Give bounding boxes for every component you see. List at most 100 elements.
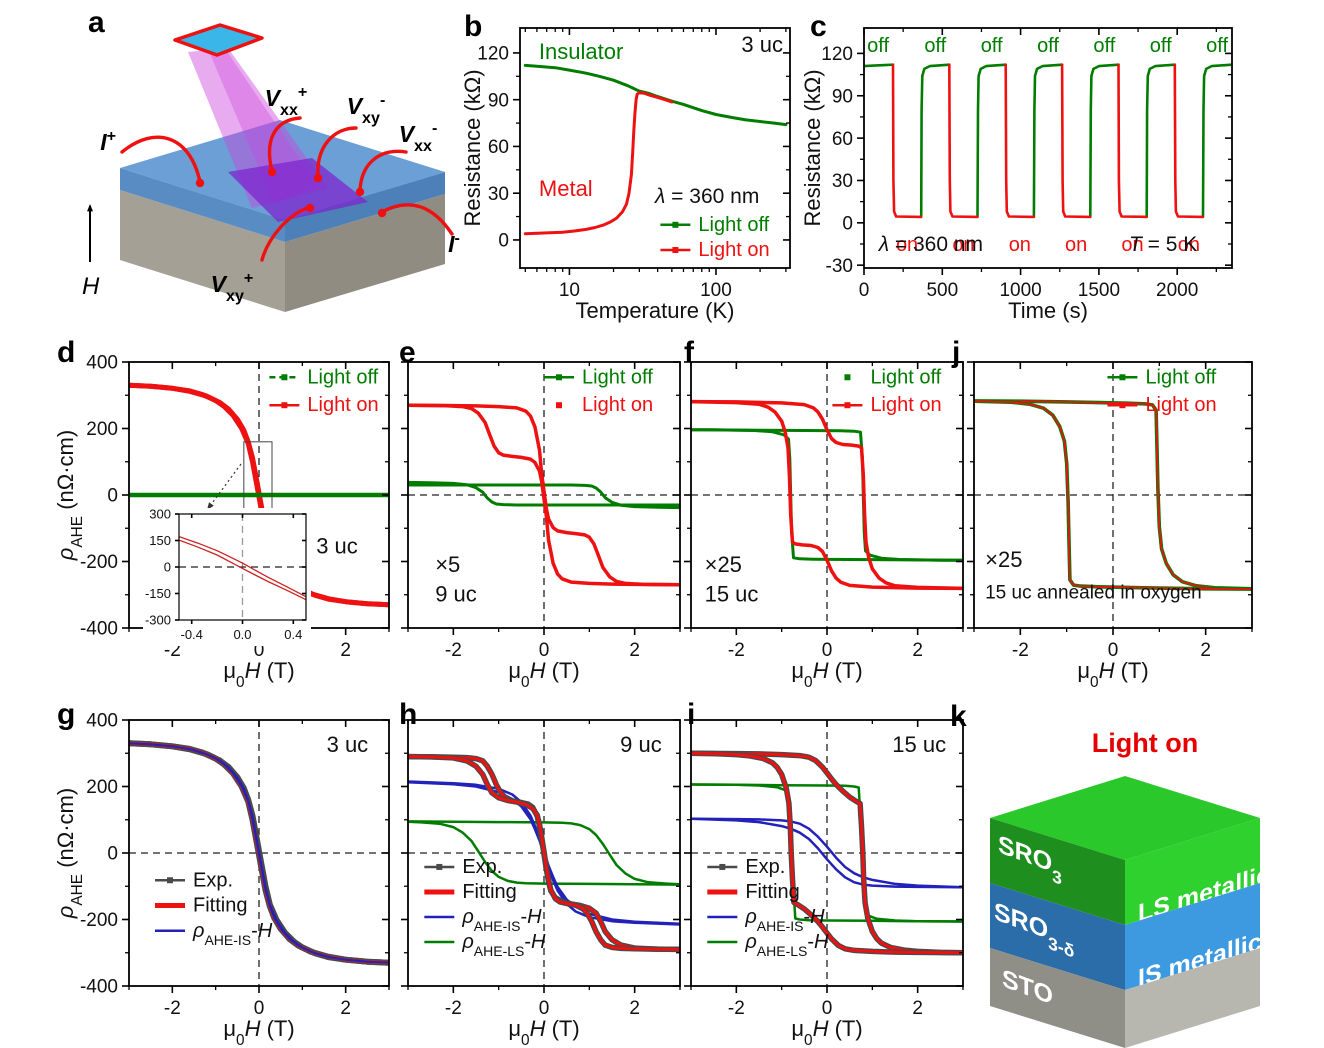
svg-text:Temperature (K): Temperature (K) — [576, 298, 735, 323]
svg-text:ρAHE (nΩ·cm): ρAHE (nΩ·cm) — [53, 788, 86, 919]
svg-text:0: 0 — [859, 280, 870, 301]
svg-text:ρAHE-LS-H: ρAHE-LS-H — [744, 931, 829, 959]
svg-text:-200: -200 — [80, 910, 118, 931]
svg-text:Light on: Light on — [1092, 728, 1198, 758]
svg-text:1000: 1000 — [999, 280, 1041, 301]
svg-text:Vxx-: Vxx- — [399, 119, 438, 155]
svg-text:Light off: Light off — [1145, 366, 1216, 388]
svg-text:2: 2 — [912, 998, 923, 1019]
svg-text:2: 2 — [340, 640, 351, 661]
svg-text:μ0H (T): μ0H (T) — [1077, 658, 1148, 691]
svg-text:Metal: Metal — [539, 176, 593, 201]
svg-text:off: off — [1206, 35, 1228, 57]
svg-text:Light on: Light on — [698, 239, 769, 261]
svg-text:on: on — [952, 234, 974, 256]
svg-text:15 uc annealed in oxygen: 15 uc annealed in oxygen — [985, 583, 1202, 604]
svg-text:0: 0 — [539, 640, 550, 661]
svg-text:Exp.: Exp. — [745, 856, 785, 878]
svg-text:9 uc: 9 uc — [435, 581, 477, 606]
svg-text:μ0H (T): μ0H (T) — [508, 1016, 579, 1048]
panel-i-chart: -2 0 2 μ0H (T) 15 uc Exp. Fitting ρAHE-IS-HρAHE… — [684, 719, 964, 1048]
svg-text:9 uc: 9 uc — [620, 732, 662, 757]
svg-text:-300: -300 — [145, 613, 171, 628]
panel-f-label: f — [684, 336, 694, 369]
svg-text:×5: ×5 — [435, 552, 460, 577]
svg-text:Vxx+: Vxx+ — [265, 83, 308, 119]
svg-text:30: 30 — [488, 184, 509, 205]
svg-text:-2: -2 — [164, 998, 181, 1019]
svg-text:120: 120 — [821, 44, 853, 65]
svg-text:-2: -2 — [728, 640, 745, 661]
svg-text:ρAHE-IS-H: ρAHE-IS-H — [744, 906, 825, 934]
svg-text:-400: -400 — [80, 977, 118, 998]
svg-text:-2: -2 — [1012, 640, 1029, 661]
panel-j-label: j — [952, 336, 961, 369]
svg-text:Exp.: Exp. — [462, 856, 502, 878]
svg-text:Light off: Light off — [307, 366, 378, 388]
panel-e-label: e — [399, 336, 416, 369]
svg-text:15 uc: 15 uc — [892, 732, 946, 757]
svg-text:Fitting: Fitting — [745, 881, 799, 903]
svg-text:off: off — [924, 35, 946, 57]
panel-j-chart: -2 0 2 μ0H (T) ×25 15 uc annealed in oxygen Li… — [967, 361, 1253, 691]
svg-text:Resistance (kΩ): Resistance (kΩ) — [460, 69, 485, 226]
svg-text:100: 100 — [700, 280, 732, 301]
svg-text:Vxy+: Vxy+ — [211, 269, 254, 305]
panel-c-chart: 0 500 1000 1500 2000 -30 0 30 60 90 120 Time (s) Res… — [800, 27, 1233, 323]
svg-text:ρAHE-IS-H: ρAHE-IS-H — [461, 906, 542, 934]
svg-text:30: 30 — [832, 171, 853, 192]
svg-text:60: 60 — [488, 137, 509, 158]
svg-text:0: 0 — [107, 844, 118, 865]
svg-text:Fitting: Fitting — [462, 881, 516, 903]
svg-text:on: on — [1009, 234, 1031, 256]
svg-text:120: 120 — [477, 44, 509, 65]
svg-text:2: 2 — [340, 998, 351, 1019]
svg-text:400: 400 — [86, 353, 118, 374]
panel-b-label: b — [464, 10, 483, 43]
svg-text:0: 0 — [842, 213, 853, 234]
svg-text:off: off — [1093, 35, 1115, 57]
svg-text:I-: I- — [448, 229, 460, 257]
svg-text:0: 0 — [164, 560, 171, 575]
svg-text:λ = 360 nm: λ = 360 nm — [878, 233, 983, 256]
panel-i-label: i — [687, 698, 696, 731]
svg-text:300: 300 — [149, 507, 171, 522]
svg-text:Light on: Light on — [870, 394, 941, 416]
svg-text:15 uc: 15 uc — [705, 581, 759, 606]
svg-text:0: 0 — [1108, 640, 1119, 661]
svg-text:Time (s): Time (s) — [1008, 298, 1088, 323]
svg-text:μ0H (T): μ0H (T) — [223, 1016, 294, 1048]
svg-text:2: 2 — [629, 998, 640, 1019]
panel-b-chart: 10 100 0 30 60 90 120 Temperature (K) Resistance… — [460, 27, 791, 323]
svg-text:1500: 1500 — [1078, 280, 1120, 301]
svg-text:ρAHE (nΩ·cm): ρAHE (nΩ·cm) — [53, 430, 86, 561]
svg-text:-2: -2 — [445, 998, 462, 1019]
svg-text:Light off: Light off — [698, 214, 769, 236]
svg-text:3 uc: 3 uc — [327, 732, 369, 757]
svg-text:90: 90 — [832, 86, 853, 107]
svg-text:-150: -150 — [145, 586, 171, 601]
svg-text:I+: I+ — [100, 127, 116, 155]
svg-text:on: on — [1178, 234, 1200, 256]
svg-text:off: off — [1037, 35, 1059, 57]
svg-text:0.0: 0.0 — [233, 627, 251, 642]
svg-text:λ = 360 nm: λ = 360 nm — [654, 185, 759, 208]
svg-text:Light off: Light off — [582, 366, 653, 388]
svg-text:μ0H (T): μ0H (T) — [791, 1016, 862, 1048]
svg-text:on: on — [1121, 234, 1143, 256]
svg-text:-200: -200 — [80, 552, 118, 573]
svg-text:2: 2 — [912, 640, 923, 661]
panel-c-label: c — [810, 10, 827, 43]
svg-text:500: 500 — [926, 280, 958, 301]
panel-g-label: g — [57, 698, 76, 731]
svg-text:90: 90 — [488, 90, 509, 111]
panel-a-label: a — [88, 6, 105, 39]
svg-text:0: 0 — [107, 486, 118, 507]
svg-text:Fitting: Fitting — [193, 895, 247, 917]
svg-text:2000: 2000 — [1156, 280, 1198, 301]
svg-text:0: 0 — [822, 640, 833, 661]
svg-text:0: 0 — [539, 998, 550, 1019]
panel-e-chart: -2 0 2 μ0H (T) ×5 9 uc Light off Light on — [401, 361, 681, 691]
